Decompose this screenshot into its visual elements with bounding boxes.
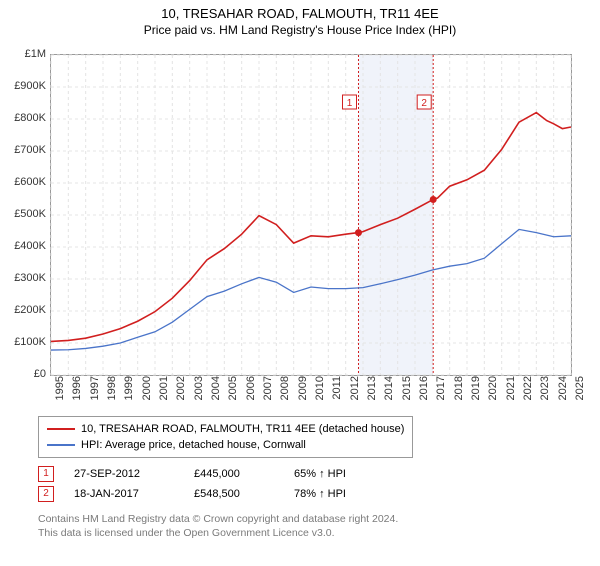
sale-row: 2 18-JAN-2017£548,50078% ↑ HPI: [38, 484, 414, 504]
sale-row: 1 27-SEP-2012£445,00065% ↑ HPI: [38, 464, 414, 484]
x-tick-label: 1997: [89, 376, 101, 410]
y-tick-label: £300K: [2, 272, 46, 284]
x-tick-label: 2008: [279, 376, 291, 410]
x-tick-label: 2004: [210, 376, 222, 410]
footer-line-1: Contains HM Land Registry data © Crown c…: [38, 512, 398, 526]
x-tick-label: 2020: [487, 376, 499, 410]
legend-swatch: [47, 428, 75, 430]
x-tick-label: 2012: [349, 376, 361, 410]
x-tick-label: 1995: [54, 376, 66, 410]
x-tick-label: 2019: [470, 376, 482, 410]
footer-line-2: This data is licensed under the Open Gov…: [38, 526, 398, 540]
y-tick-label: £700K: [2, 144, 46, 156]
sale-date: 18-JAN-2017: [74, 488, 194, 500]
legend-swatch: [47, 444, 75, 446]
x-tick-label: 2017: [435, 376, 447, 410]
legend-label: HPI: Average price, detached house, Corn…: [81, 439, 306, 451]
x-tick-label: 1996: [71, 376, 83, 410]
legend-label: 10, TRESAHAR ROAD, FALMOUTH, TR11 4EE (d…: [81, 423, 404, 435]
sale-price: £548,500: [194, 488, 294, 500]
chart-svg: 12: [51, 55, 571, 375]
x-tick-label: 2015: [401, 376, 413, 410]
footer-attribution: Contains HM Land Registry data © Crown c…: [38, 512, 398, 540]
sale-hpi: 65% ↑ HPI: [294, 468, 414, 480]
x-tick-label: 2014: [383, 376, 395, 410]
sales-table: 1 27-SEP-2012£445,00065% ↑ HPI 2 18-JAN-201…: [38, 464, 414, 504]
x-tick-label: 2000: [141, 376, 153, 410]
x-tick-label: 2023: [539, 376, 551, 410]
plot-area: 12: [50, 54, 572, 376]
sale-date: 27-SEP-2012: [74, 468, 194, 480]
x-tick-label: 2024: [557, 376, 569, 410]
svg-text:2: 2: [421, 98, 427, 109]
legend-item: 10, TRESAHAR ROAD, FALMOUTH, TR11 4EE (d…: [47, 421, 404, 437]
y-tick-label: £800K: [2, 112, 46, 124]
y-tick-label: £600K: [2, 176, 46, 188]
sale-price: £445,000: [194, 468, 294, 480]
y-tick-label: £100K: [2, 336, 46, 348]
y-tick-label: £200K: [2, 304, 46, 316]
x-tick-label: 2018: [453, 376, 465, 410]
x-tick-label: 2016: [418, 376, 430, 410]
chart-subtitle: Price paid vs. HM Land Registry's House …: [0, 23, 600, 37]
x-tick-label: 2022: [522, 376, 534, 410]
x-tick-label: 1998: [106, 376, 118, 410]
x-tick-label: 2002: [175, 376, 187, 410]
svg-text:1: 1: [347, 98, 353, 109]
x-tick-label: 2021: [505, 376, 517, 410]
sale-marker-box: 2: [38, 486, 54, 502]
x-tick-label: 2025: [574, 376, 586, 410]
x-tick-label: 2013: [366, 376, 378, 410]
y-tick-label: £400K: [2, 240, 46, 252]
x-tick-label: 1999: [123, 376, 135, 410]
x-tick-label: 2007: [262, 376, 274, 410]
y-tick-label: £500K: [2, 208, 46, 220]
chart-container: 10, TRESAHAR ROAD, FALMOUTH, TR11 4EE Pr…: [0, 6, 600, 566]
x-tick-label: 2003: [193, 376, 205, 410]
sale-hpi: 78% ↑ HPI: [294, 488, 414, 500]
y-tick-label: £1M: [2, 48, 46, 60]
chart-title: 10, TRESAHAR ROAD, FALMOUTH, TR11 4EE: [0, 6, 600, 21]
x-tick-label: 2011: [331, 376, 343, 410]
x-tick-label: 2001: [158, 376, 170, 410]
x-tick-label: 2006: [245, 376, 257, 410]
x-tick-label: 2009: [297, 376, 309, 410]
x-tick-label: 2010: [314, 376, 326, 410]
legend-item: HPI: Average price, detached house, Corn…: [47, 437, 404, 453]
x-tick-label: 2005: [227, 376, 239, 410]
sale-marker-box: 1: [38, 466, 54, 482]
legend: 10, TRESAHAR ROAD, FALMOUTH, TR11 4EE (d…: [38, 416, 413, 458]
y-tick-label: £900K: [2, 80, 46, 92]
y-tick-label: £0: [2, 368, 46, 380]
